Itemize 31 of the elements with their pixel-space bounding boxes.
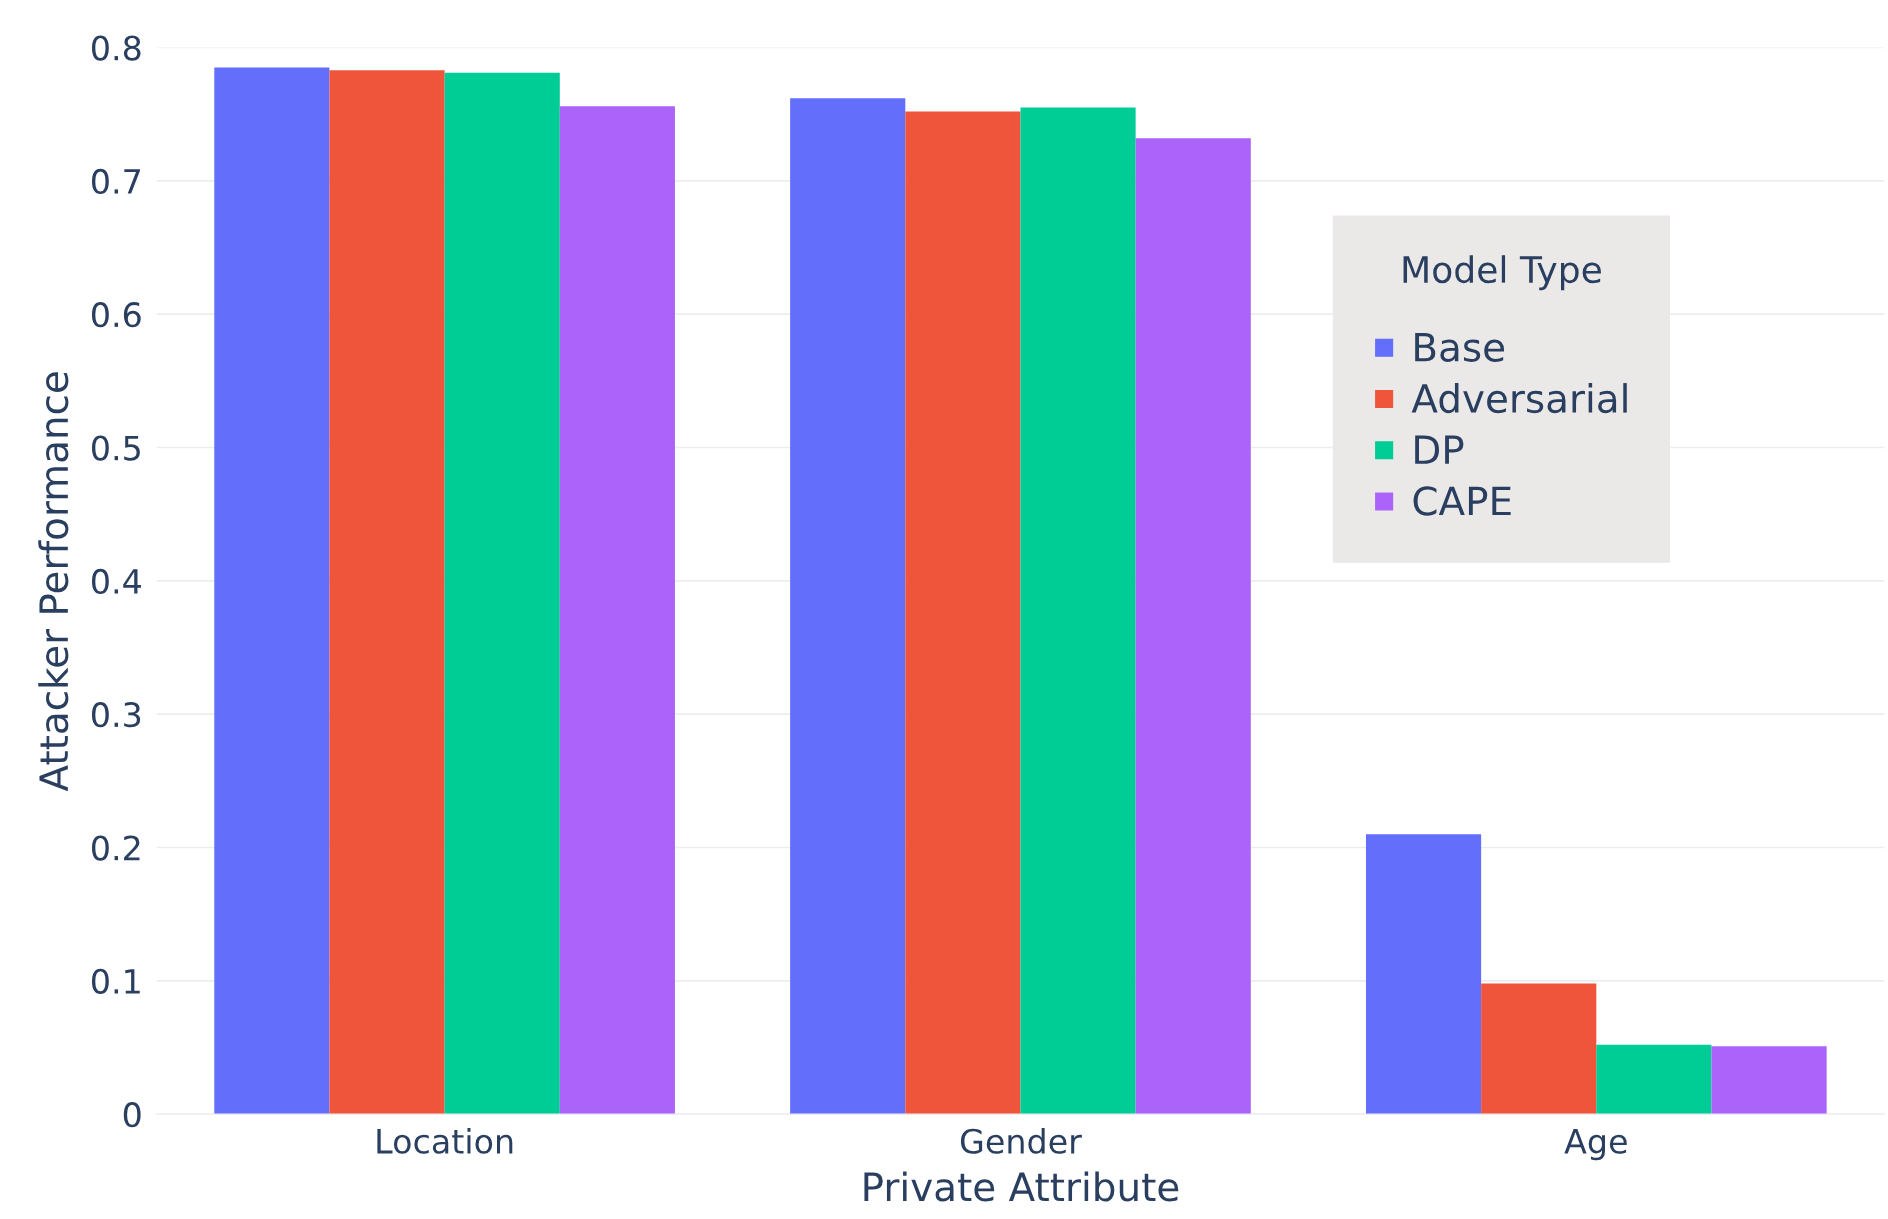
legend-label: Base — [1415, 333, 1504, 362]
x-tick-label: Location — [377, 1128, 513, 1154]
legend-label: Adversarial — [1411, 383, 1627, 414]
y-tick-label: 0.8 — [92, 35, 141, 61]
y-tick-label: 0.2 — [92, 835, 140, 861]
bar — [1020, 107, 1136, 1115]
bar — [790, 98, 906, 1115]
legend-label: CAPE — [1413, 486, 1511, 516]
legend-title: Model Type — [1403, 255, 1601, 291]
x-axis-title: Private Attribute — [864, 1171, 1179, 1202]
x-tick-label: Gender — [960, 1128, 1082, 1154]
y-tick-label: 0.3 — [92, 702, 141, 728]
bar — [1135, 138, 1251, 1115]
y-tick-label: 0 — [123, 1102, 141, 1128]
bar — [1365, 834, 1482, 1115]
y-tick-label: 0.1 — [92, 968, 140, 994]
bar — [1596, 1044, 1712, 1115]
y-axis-title: Attacker Performance — [38, 372, 69, 792]
y-tick-label: 0.6 — [92, 302, 141, 328]
y-tick-label: 0.4 — [92, 568, 141, 594]
y-tick-label: 0.5 — [92, 435, 140, 461]
bar — [905, 111, 1021, 1115]
bar — [329, 70, 445, 1115]
bar — [1711, 1046, 1827, 1115]
bar — [444, 72, 560, 1115]
x-tick-label: Age — [1564, 1129, 1627, 1161]
bar — [559, 106, 675, 1115]
y-tick-label: 0.7 — [92, 168, 140, 195]
bar — [214, 67, 330, 1115]
legend-label: DP — [1415, 435, 1464, 464]
bar — [1481, 983, 1597, 1115]
